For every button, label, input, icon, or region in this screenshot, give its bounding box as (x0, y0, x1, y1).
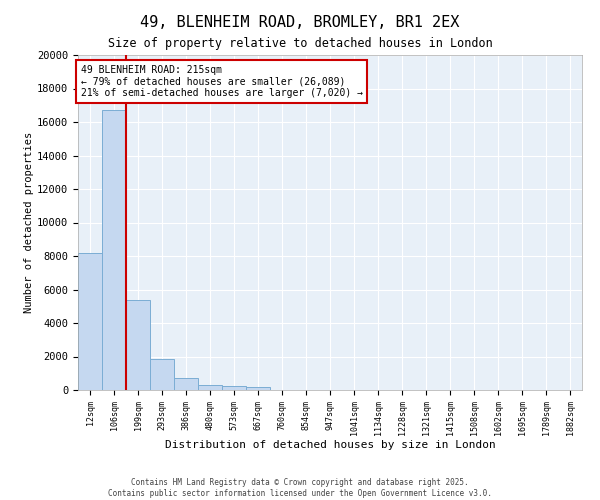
Bar (174, 378, 198, 390)
Text: Size of property relative to detached houses in London: Size of property relative to detached ho… (107, 38, 493, 51)
X-axis label: Distribution of detached houses by size in London: Distribution of detached houses by size … (164, 440, 496, 450)
Bar (102, 110, 126, 390)
Bar (150, 359, 174, 390)
Bar (78, 252, 102, 390)
Text: Contains HM Land Registry data © Crown copyright and database right 2025.
Contai: Contains HM Land Registry data © Crown c… (108, 478, 492, 498)
Bar (222, 386, 246, 390)
Text: 49, BLENHEIM ROAD, BROMLEY, BR1 2EX: 49, BLENHEIM ROAD, BROMLEY, BR1 2EX (140, 15, 460, 30)
Text: 49 BLENHEIM ROAD: 215sqm
← 79% of detached houses are smaller (26,089)
21% of se: 49 BLENHEIM ROAD: 215sqm ← 79% of detach… (80, 65, 362, 98)
Bar (246, 388, 270, 390)
Bar (198, 385, 222, 390)
Y-axis label: Number of detached properties: Number of detached properties (24, 132, 34, 313)
Bar (126, 300, 150, 390)
